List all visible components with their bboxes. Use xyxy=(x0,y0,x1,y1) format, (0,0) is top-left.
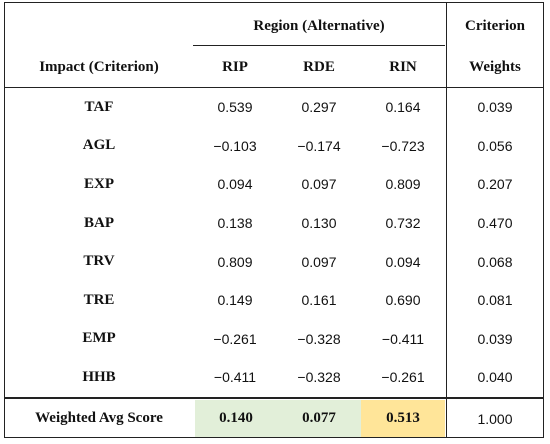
row-value: −0.103 xyxy=(213,137,257,154)
header-bottom-rule xyxy=(5,87,543,88)
row-value: 0.094 xyxy=(385,253,421,270)
summary-score-rip: 0.140 xyxy=(195,400,277,437)
summary-weight-total: 1.000 xyxy=(477,410,513,427)
row-label: TRE xyxy=(83,291,115,308)
row-value: 0.149 xyxy=(217,292,253,309)
row-label: TAF xyxy=(84,98,114,115)
criterion-weights-header-line2: Weights xyxy=(469,58,521,75)
criterion-weights-header-line1: Criterion xyxy=(465,17,525,34)
row-value: 0.161 xyxy=(301,292,337,309)
row-value: 0.097 xyxy=(301,253,337,270)
row-weight: 0.039 xyxy=(477,99,513,116)
row-value: 0.297 xyxy=(301,99,337,116)
row-value: 0.809 xyxy=(217,253,253,270)
row-value: 0.539 xyxy=(217,99,253,116)
row-weight: 0.039 xyxy=(477,330,513,347)
row-value: 0.094 xyxy=(217,176,253,193)
row-weight: 0.068 xyxy=(477,253,513,270)
region-group-header: Region (Alternative) xyxy=(253,17,385,34)
row-value: −0.328 xyxy=(297,330,341,347)
row-value: 0.138 xyxy=(217,215,253,232)
score-table: Region (Alternative) Criterion Weights I… xyxy=(4,2,544,438)
row-value: −0.411 xyxy=(381,330,425,347)
row-value: 0.732 xyxy=(385,215,421,232)
summary-top-rule xyxy=(5,397,543,399)
row-value: −0.174 xyxy=(297,137,341,154)
row-label: BAP xyxy=(84,214,114,231)
summary-score-rin: 0.513 xyxy=(361,400,445,437)
row-weight: 0.470 xyxy=(477,215,513,232)
alt-header-rip: RIP xyxy=(222,58,248,75)
row-value: −0.328 xyxy=(297,369,341,386)
alt-header-rin: RIN xyxy=(389,58,417,75)
row-value: 0.130 xyxy=(301,215,337,232)
region-group-underline xyxy=(193,45,445,46)
row-value: 0.809 xyxy=(385,176,421,193)
alt-header-rde: RDE xyxy=(303,58,335,75)
row-label: HHB xyxy=(82,368,116,385)
row-label: TRV xyxy=(83,253,115,270)
row-weight: 0.056 xyxy=(477,137,513,154)
summary-label: Weighted Avg Score xyxy=(35,410,163,426)
weights-divider xyxy=(446,3,447,437)
row-weight: 0.207 xyxy=(477,176,513,193)
row-label: AGL xyxy=(82,137,116,154)
row-weight: 0.040 xyxy=(477,369,513,386)
row-value: −0.411 xyxy=(213,369,257,386)
row-label: EXP xyxy=(84,175,114,192)
impact-criterion-header: Impact (Criterion) xyxy=(39,58,159,75)
row-value: −0.261 xyxy=(381,369,425,386)
row-value: −0.261 xyxy=(213,330,257,347)
summary-score-rde: 0.077 xyxy=(277,400,361,437)
row-value: 0.690 xyxy=(385,292,421,309)
row-value: 0.164 xyxy=(385,99,421,116)
row-value: −0.723 xyxy=(381,137,425,154)
row-weight: 0.081 xyxy=(477,292,513,309)
row-value: 0.097 xyxy=(301,176,337,193)
row-label: EMP xyxy=(82,330,116,347)
